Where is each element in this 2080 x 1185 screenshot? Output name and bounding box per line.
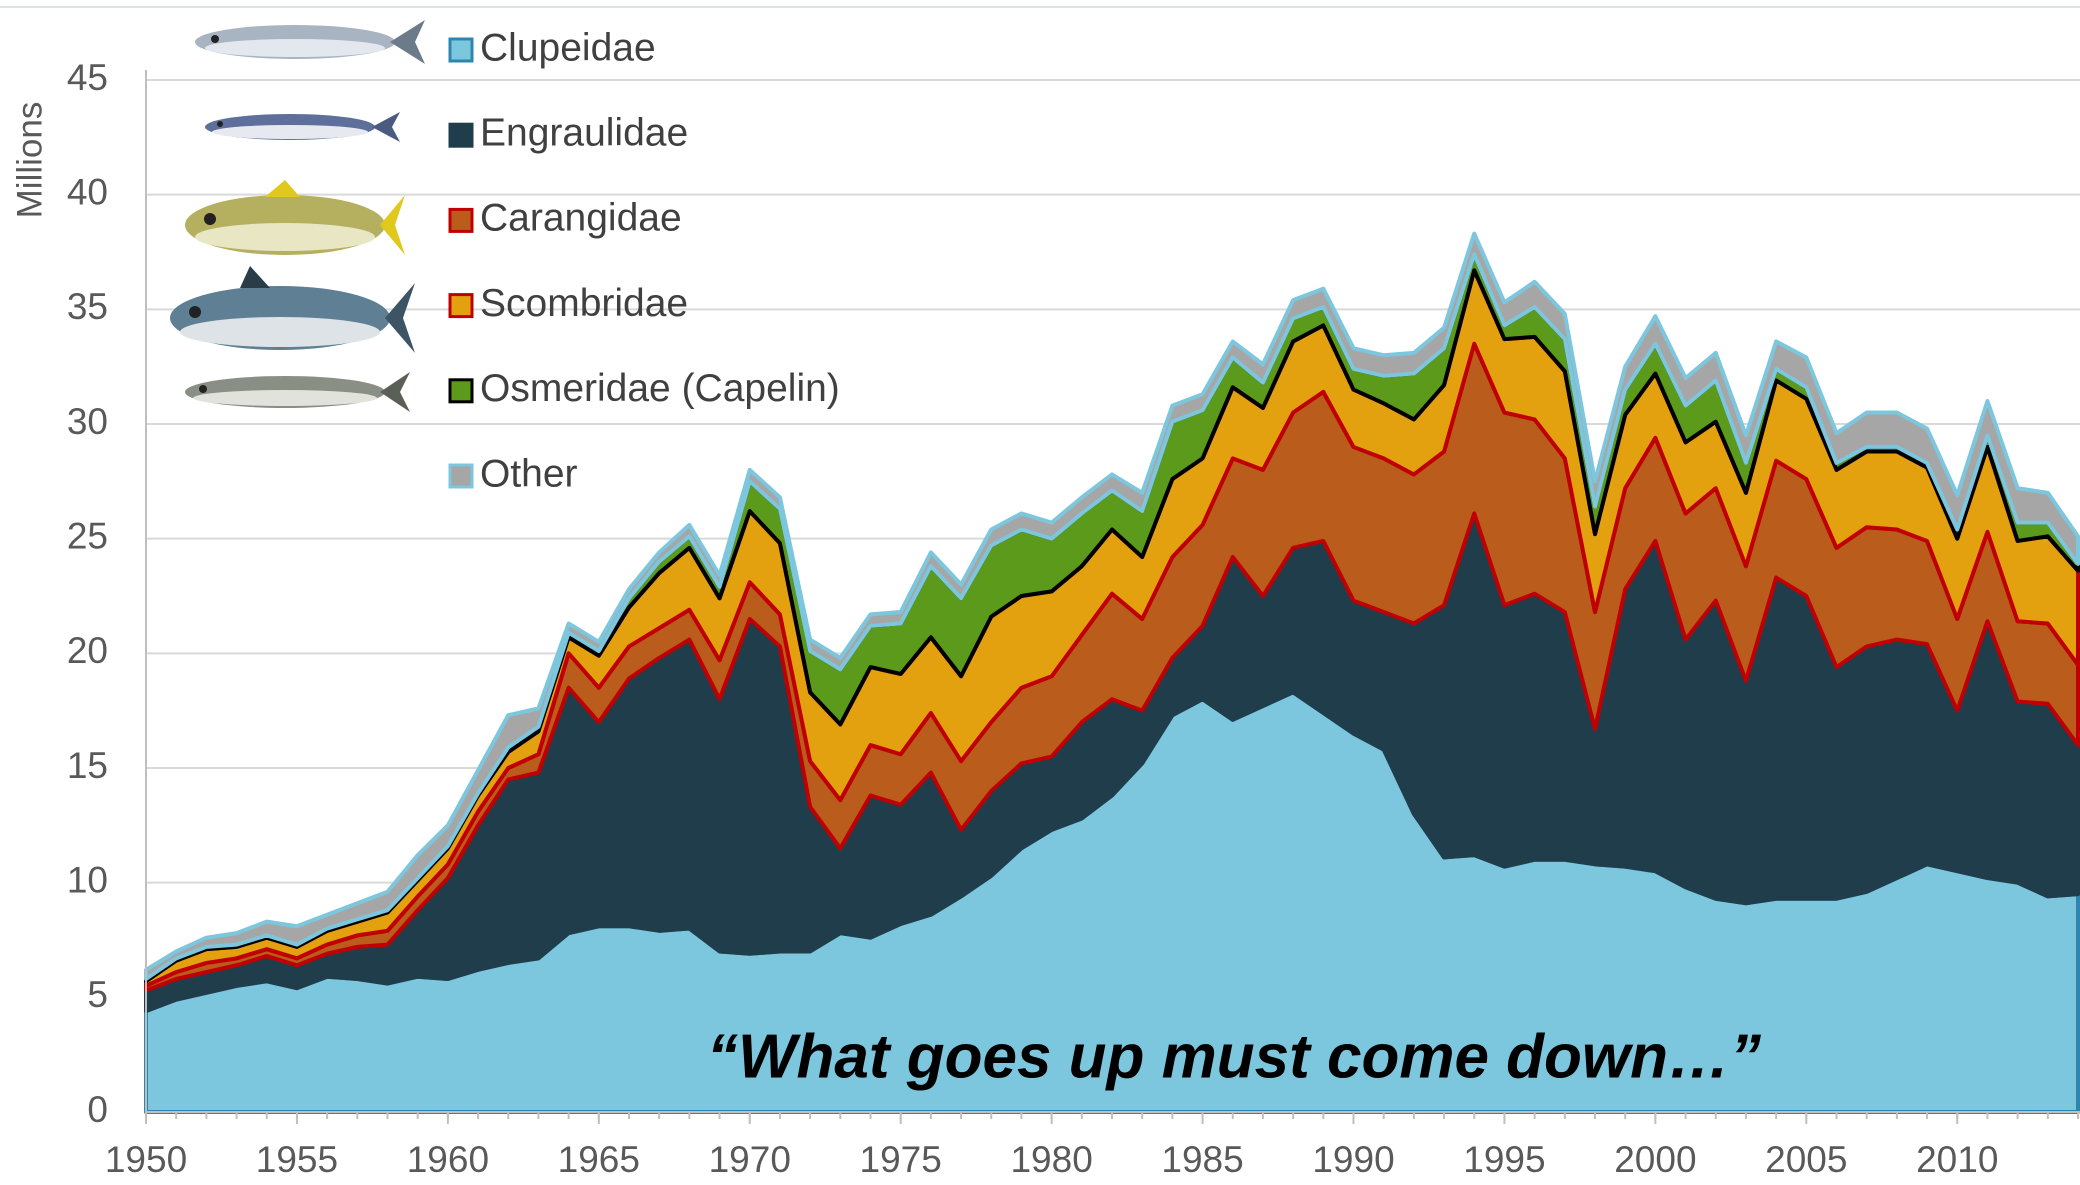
legend-label: Clupeidae <box>480 26 656 69</box>
fish-icons <box>170 20 425 412</box>
y-tick-label: 45 <box>67 57 108 98</box>
x-tick-label: 2000 <box>1614 1139 1696 1180</box>
axes: 0 5 10 15 20 25 30 35 40 45 1950 1955 1960 1965 1970 19… <box>67 57 2080 1180</box>
x-tick-label: 1990 <box>1312 1139 1394 1180</box>
x-tick-label: 1950 <box>105 1139 187 1180</box>
legend-swatch <box>448 37 474 63</box>
x-tick-label: 1960 <box>407 1139 489 1180</box>
legend-swatch <box>448 122 474 148</box>
fish-icon <box>170 266 415 353</box>
x-tick-label: 1975 <box>860 1139 942 1180</box>
x-tick-label: 2010 <box>1916 1139 1998 1180</box>
x-tick-label: 1965 <box>558 1139 640 1180</box>
y-tick-label: 40 <box>67 171 108 212</box>
legend-swatch <box>448 378 474 404</box>
legend-label: Scombridae <box>480 282 688 325</box>
x-tick-label: 1985 <box>1161 1139 1243 1180</box>
y-tick-label: 35 <box>67 286 108 327</box>
legend-label: Other <box>480 452 578 495</box>
x-tick-label: 1970 <box>709 1139 791 1180</box>
x-tick-label: 2005 <box>1765 1139 1847 1180</box>
area <box>144 231 2080 981</box>
legend-swatch <box>448 207 474 233</box>
areas <box>144 231 2080 1114</box>
y-axis-label: Millions <box>10 102 49 219</box>
fish-icon <box>185 372 410 412</box>
x-tick-label: 1980 <box>1010 1139 1092 1180</box>
fish-icon <box>205 112 400 142</box>
legend-swatch <box>448 463 474 489</box>
x-tick-label: 1955 <box>256 1139 338 1180</box>
legend-label: Carangidae <box>480 197 682 240</box>
y-tick-label: 25 <box>67 515 108 556</box>
annotation: “What goes up must come down…” <box>707 1022 1761 1091</box>
fish-icon <box>185 180 405 255</box>
y-tick-label: 20 <box>67 630 108 671</box>
y-tick-label: 30 <box>67 401 108 442</box>
y-tick-label: 10 <box>67 859 108 900</box>
x-tick-label: 1995 <box>1463 1139 1545 1180</box>
y-tick-label: 15 <box>67 745 108 786</box>
legend-swatch <box>448 293 474 319</box>
y-tick-label: 5 <box>87 974 108 1015</box>
fish-icon <box>195 20 425 64</box>
legend: Clupeidae Engraulidae Carangidae Scombridae… <box>448 26 840 495</box>
legend-label: Engraulidae <box>480 111 688 154</box>
legend-label: Osmeridae (Capelin) <box>480 367 840 410</box>
y-tick-label: 0 <box>87 1089 108 1130</box>
